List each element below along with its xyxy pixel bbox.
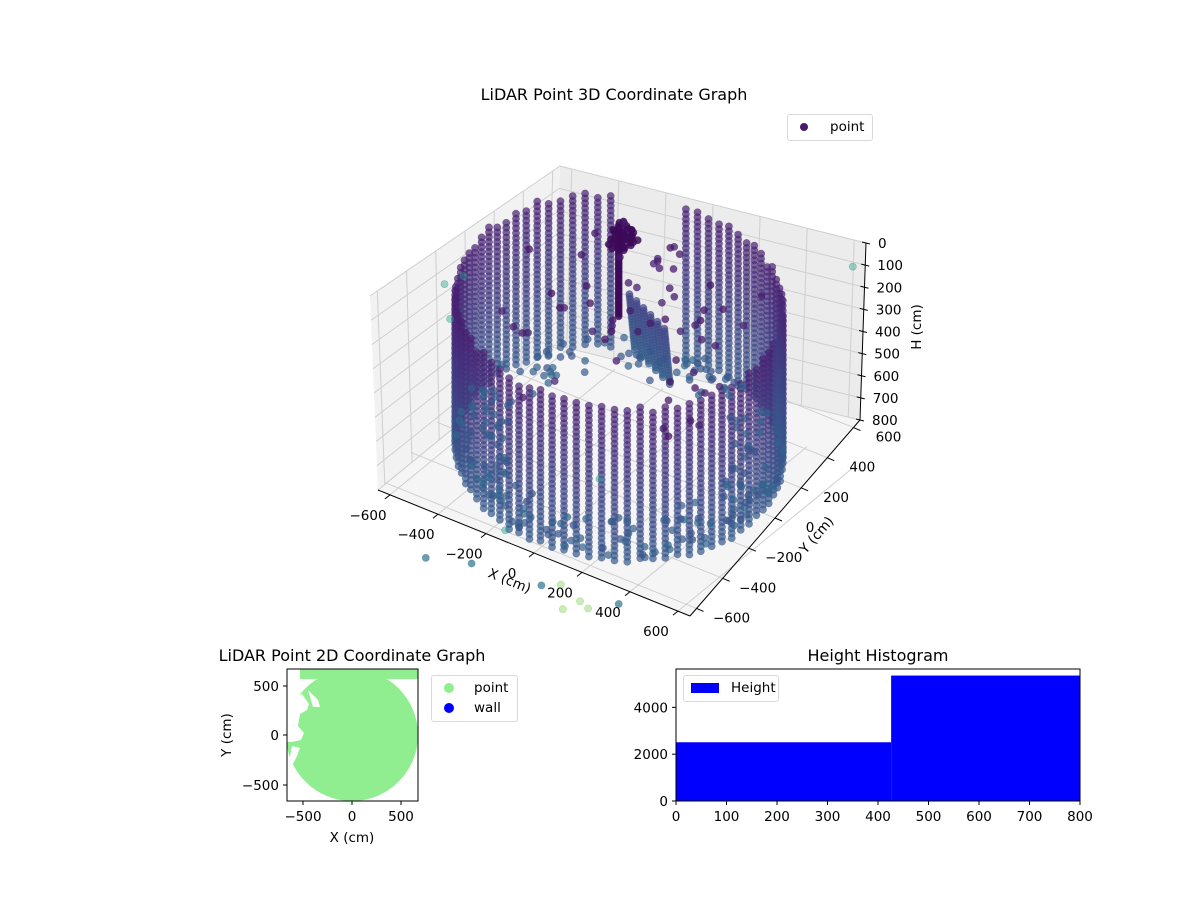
z-tick-label-3d: 300 bbox=[876, 302, 902, 318]
legend-label: point bbox=[474, 680, 509, 696]
y-tick-label-3d: 200 bbox=[823, 490, 849, 506]
y-tick-label-3d: −400 bbox=[739, 580, 776, 596]
legend-item-wall-2d: wall bbox=[444, 700, 501, 716]
z-tick-label-3d: 800 bbox=[872, 413, 898, 429]
legend-marker-icon bbox=[800, 123, 808, 131]
plot-3d: LiDAR Point 3D Coordinate Graph −600 −400… bbox=[349, 85, 925, 640]
x-tick-label-hist: 300 bbox=[815, 809, 841, 825]
z-tick-label-3d: 200 bbox=[877, 280, 903, 296]
y-tick-label-2d: 500 bbox=[253, 679, 279, 695]
x-tick-label-hist: 800 bbox=[1067, 809, 1093, 825]
y-tick-label-hist: 2000 bbox=[634, 747, 668, 763]
ticks-3d: −600−400−2000200400600−600−400−200020040… bbox=[349, 236, 903, 640]
x-tick-label-3d: 400 bbox=[595, 605, 621, 621]
x-tick-label-3d: 600 bbox=[643, 624, 669, 640]
x-tick-label-hist: 200 bbox=[764, 809, 790, 825]
legend-2d: point wall bbox=[431, 675, 518, 722]
y-axis-label-2d: Y (cm) bbox=[219, 713, 235, 758]
ticks-2d: −500 0 500 500 0 −500 bbox=[242, 679, 414, 825]
x-tick-label-hist: 700 bbox=[1017, 809, 1043, 825]
x-tick-label-hist: 500 bbox=[916, 809, 942, 825]
x-tick-label-3d: −400 bbox=[397, 527, 434, 543]
legend-label: Height bbox=[731, 680, 776, 696]
legend-label: wall bbox=[474, 700, 501, 716]
y-tick-label-3d: 600 bbox=[876, 430, 902, 446]
z-tick-label-3d: 0 bbox=[878, 236, 887, 252]
x-tick-label-3d: −200 bbox=[445, 547, 482, 563]
z-tick-label-3d: 700 bbox=[873, 391, 899, 407]
x-tick-label-2d: 0 bbox=[348, 809, 357, 825]
z-tick-label-3d: 400 bbox=[875, 325, 901, 341]
x-tick-label-hist: 100 bbox=[714, 809, 740, 825]
legend-item-height: Height bbox=[691, 680, 776, 696]
z-tick-label-3d: 100 bbox=[877, 258, 903, 274]
histogram-title: Height Histogram bbox=[808, 646, 949, 665]
legend-marker-icon bbox=[444, 703, 454, 713]
x-tick-label-hist: 600 bbox=[966, 809, 992, 825]
x-tick-label-hist: 0 bbox=[672, 809, 681, 825]
legend-3d: point bbox=[787, 114, 873, 141]
y-tick-label-2d: 0 bbox=[270, 728, 279, 744]
y-axis-label-3d: Y (cm) bbox=[796, 514, 837, 558]
x-tick-label-3d: 200 bbox=[547, 585, 573, 601]
legend-swatch-icon bbox=[691, 683, 719, 693]
legend-label: point bbox=[830, 119, 865, 135]
z-tick-label-3d: 500 bbox=[874, 347, 900, 363]
y-tick-label-2d: −500 bbox=[242, 778, 279, 794]
legend-item-point-3d: point bbox=[800, 119, 864, 135]
y-tick-label-hist: 0 bbox=[659, 794, 668, 810]
y-tick-label-3d: −600 bbox=[713, 610, 750, 626]
scatter-points-3d bbox=[421, 189, 857, 614]
plot-2d: LiDAR Point 2D Coordinate Graph −500 0 500… bbox=[219, 646, 486, 846]
x-tick-label-hist: 400 bbox=[865, 809, 891, 825]
x-tick-label-2d: 500 bbox=[388, 809, 414, 825]
x-tick-label-3d: −600 bbox=[349, 508, 386, 524]
histogram-bar bbox=[891, 675, 1080, 801]
histogram-bars bbox=[676, 675, 1080, 801]
y-tick-label-3d: 0 bbox=[806, 520, 815, 536]
legend-marker-icon bbox=[444, 683, 454, 693]
z-tick-label-3d: 600 bbox=[874, 369, 900, 385]
plot-3d-title: LiDAR Point 3D Coordinate Graph bbox=[481, 85, 748, 104]
y-tick-label-3d: −200 bbox=[765, 550, 802, 566]
y-tick-label-hist: 4000 bbox=[634, 700, 668, 716]
x-tick-label-3d: 0 bbox=[508, 566, 517, 582]
histogram: Height Histogram 0 100 200 300 400 500 600 700 8… bbox=[634, 646, 1093, 825]
scatter-area-2d bbox=[287, 669, 418, 801]
y-tick-label-3d: 400 bbox=[849, 460, 875, 476]
z-axis-label-3d: H (cm) bbox=[909, 304, 925, 350]
x-axis-label-2d: X (cm) bbox=[330, 830, 375, 846]
ticks-histogram: 0 100 200 300 400 500 600 700 800 0 2000 4000 bbox=[634, 700, 1093, 825]
legend-histogram: Height bbox=[683, 675, 779, 702]
plot-2d-title: LiDAR Point 2D Coordinate Graph bbox=[219, 646, 486, 665]
histogram-bar bbox=[676, 742, 892, 801]
x-tick-label-2d: −500 bbox=[284, 809, 321, 825]
legend-item-point-2d: point bbox=[444, 680, 508, 696]
